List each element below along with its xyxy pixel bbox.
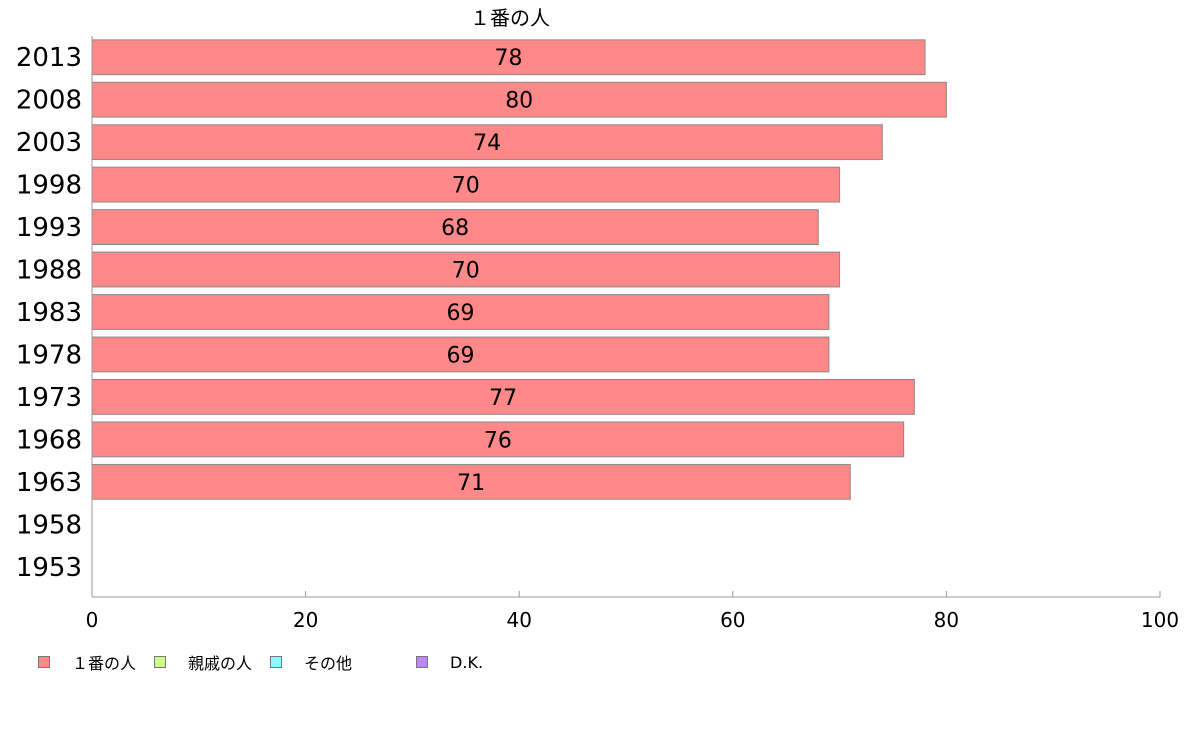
legend-swatch-series-3: [270, 656, 283, 668]
x-tick-label: 100: [1141, 608, 1179, 632]
data-label-1993: 68: [441, 216, 469, 241]
y-tick-label: 1993: [16, 213, 82, 243]
legend-label-series-4: D.K.: [450, 652, 484, 672]
legend-item-series-4: D.K.: [416, 653, 483, 672]
y-tick-label: 1983: [16, 298, 82, 328]
y-tick-label: 2013: [16, 43, 82, 73]
data-label-2013: 78: [495, 46, 523, 71]
legend-label-series-1: １番の人: [72, 654, 137, 673]
legend-label-series-3: その他: [304, 654, 353, 673]
legend: １番の人 親戚の人 その他 D.K.: [38, 650, 501, 674]
bar-1963: [91, 463, 851, 500]
bar-1993: [91, 209, 819, 245]
bar-1983: [91, 294, 830, 330]
data-label-2003: 74: [473, 131, 501, 156]
y-tick-labels: 2013 2008 2003 1998 1993 1988 1983 1978 1973 1968…: [16, 43, 82, 583]
legend-item-series-3: その他: [270, 650, 352, 674]
data-label-1968: 76: [484, 428, 512, 453]
x-tick-label: 0: [86, 608, 99, 632]
bar-1988: [91, 251, 841, 288]
data-label-2008: 80: [505, 89, 533, 114]
x-tick-label: 80: [934, 608, 959, 632]
y-tick-label: 1973: [16, 383, 82, 413]
y-tick-label: 1988: [16, 256, 82, 286]
y-tick-label: 1953: [16, 553, 82, 583]
data-label-1978: 69: [446, 343, 474, 368]
y-tick-label: 2003: [16, 128, 82, 158]
data-label-1963: 71: [457, 471, 485, 496]
bar-1998: [91, 166, 841, 203]
x-tick-label: 60: [720, 608, 745, 632]
bar-2003: [91, 124, 883, 161]
x-tick-label: 40: [506, 608, 531, 632]
legend-swatch-series-4: [416, 656, 429, 668]
bar-2013: [91, 39, 926, 76]
data-label-1988: 70: [452, 259, 480, 284]
y-tick-label: 1978: [16, 340, 82, 370]
y-tick-label: 1968: [16, 425, 82, 455]
y-tick-label: 1998: [16, 171, 82, 201]
x-axis: 0 20 40 60 80 100: [86, 36, 1179, 632]
legend-label-series-2: 親戚の人: [188, 654, 253, 673]
legend-swatch-series-2: [154, 656, 167, 668]
y-tick-label: 1963: [16, 468, 82, 498]
bar-1968: [91, 421, 905, 458]
y-tick-label: 2008: [16, 86, 82, 116]
data-label-1973: 77: [489, 386, 517, 411]
bar-2008: [91, 81, 947, 118]
legend-swatch-series-1: [38, 656, 50, 668]
legend-item-series-1: １番の人: [38, 650, 136, 674]
x-tick-label: 20: [293, 608, 318, 632]
data-label-1983: 69: [446, 301, 474, 326]
y-tick-label: 1958: [16, 510, 82, 540]
chart-title: １番の人: [470, 6, 550, 30]
data-label-1998: 70: [452, 174, 480, 199]
legend-item-series-2: 親戚の人: [154, 650, 252, 674]
